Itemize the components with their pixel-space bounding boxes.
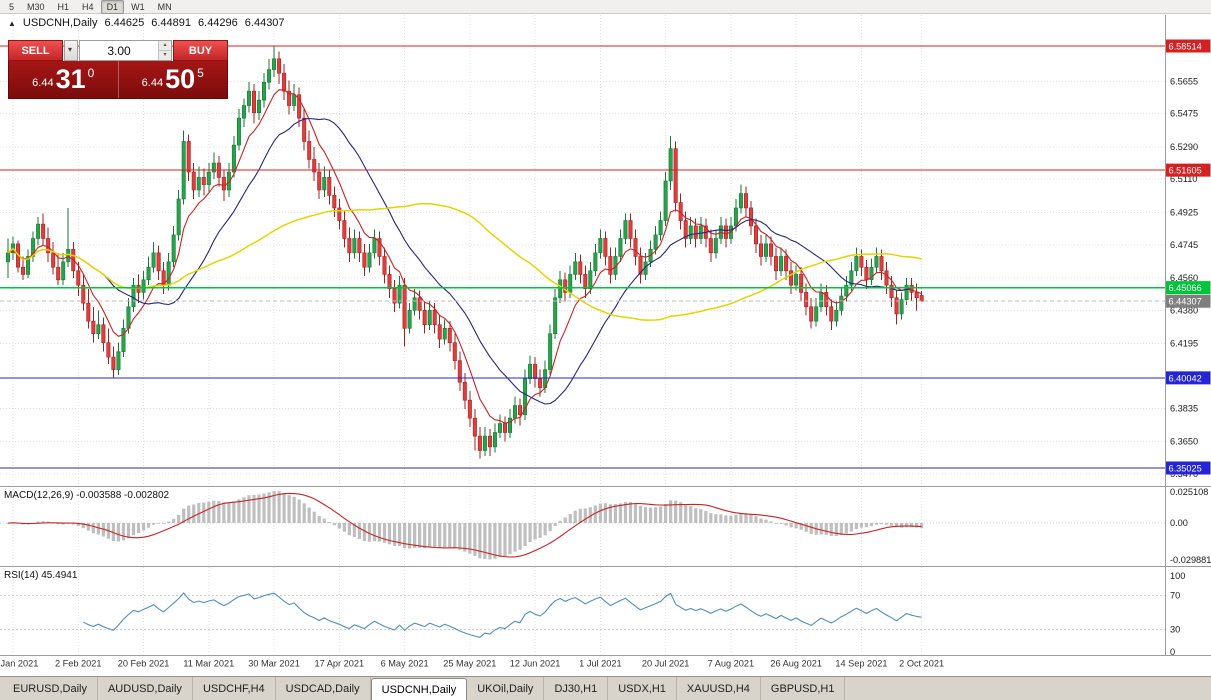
- svg-text:6.44307: 6.44307: [1169, 297, 1202, 307]
- timeframe-button-mn[interactable]: MN: [157, 1, 172, 12]
- chart-tab-eurusd-daily[interactable]: EURUSD,Daily: [3, 677, 98, 700]
- volume-stepper: [158, 41, 171, 60]
- svg-text:6.5655: 6.5655: [1170, 76, 1198, 86]
- svg-text:6.58514: 6.58514: [1169, 42, 1202, 52]
- buy-price-pips: 50: [165, 64, 196, 94]
- chart-tab-usdchf-h4[interactable]: USDCHF,H4: [193, 677, 276, 700]
- chart-tab-gbpusd-h1[interactable]: GBPUSD,H1: [761, 677, 846, 700]
- svg-text:6.3835: 6.3835: [1170, 403, 1198, 413]
- svg-text:14 Sep 2021: 14 Sep 2021: [835, 659, 887, 669]
- svg-text:6.5290: 6.5290: [1170, 142, 1198, 152]
- sell-options-dropdown[interactable]: [64, 40, 78, 61]
- svg-text:6.5110: 6.5110: [1170, 174, 1197, 184]
- collapse-triangle-icon: [8, 17, 16, 29]
- svg-text:1 Jul 2021: 1 Jul 2021: [579, 659, 621, 669]
- bid-ask-price-panel: 6.44 31 0 6.44 50 5: [8, 61, 228, 99]
- volume-increment-button[interactable]: [159, 41, 171, 51]
- svg-text:6.4195: 6.4195: [1170, 339, 1198, 349]
- svg-text:11 Mar 2021: 11 Mar 2021: [183, 659, 234, 669]
- svg-text:0.00: 0.00: [1170, 518, 1188, 528]
- sell-price-point: 0: [87, 66, 95, 80]
- svg-text:0: 0: [1170, 647, 1175, 657]
- rsi-indicator-label: RSI(14) 45.4941: [4, 570, 78, 581]
- svg-text:6.4560: 6.4560: [1170, 273, 1198, 283]
- volume-value: 3.00: [107, 43, 131, 58]
- buy-button[interactable]: BUY: [173, 40, 228, 61]
- svg-text:26 Aug 2021: 26 Aug 2021: [770, 659, 822, 669]
- sell-price-pips: 31: [55, 64, 86, 94]
- rsi-pane: [0, 592, 1165, 638]
- svg-text:6.35025: 6.35025: [1169, 464, 1202, 474]
- svg-text:20 Jul 2021: 20 Jul 2021: [642, 659, 690, 669]
- candlestick-chart-canvas[interactable]: 6.5655 6.5475 6.5290 6.5110 6.4925 6.4745 6.45…: [0, 0, 1211, 676]
- chart-tab-xauusd-h4[interactable]: XAUUSD,H4: [677, 677, 761, 700]
- buy-price-prefix: 6.44: [141, 76, 164, 89]
- volume-field[interactable]: 3.00: [79, 40, 172, 61]
- svg-text:100: 100: [1170, 571, 1185, 581]
- svg-text:17 Apr 2021: 17 Apr 2021: [315, 659, 365, 669]
- svg-text:6.4380: 6.4380: [1170, 305, 1198, 315]
- svg-text:30 Mar 2021: 30 Mar 2021: [248, 659, 300, 669]
- date-axis: 14 Jan 2021 2 Feb 2021 20 Feb 2021 11 Mar 2…: [0, 659, 944, 669]
- svg-text:6.3650: 6.3650: [1170, 437, 1198, 447]
- svg-text:6.51605: 6.51605: [1169, 166, 1202, 176]
- svg-text:2 Oct 2021: 2 Oct 2021: [899, 659, 944, 669]
- svg-text:12 Jun 2021: 12 Jun 2021: [510, 659, 561, 669]
- timeframe-toolbar: 5 M30 H1 H4 D1 W1 MN: [0, 0, 1211, 14]
- svg-text:7 Aug 2021: 7 Aug 2021: [708, 659, 755, 669]
- timeframe-button-h1[interactable]: H1: [57, 1, 70, 12]
- svg-text:2 Feb 2021: 2 Feb 2021: [55, 659, 102, 669]
- timeframe-button-h4[interactable]: H4: [82, 1, 94, 12]
- svg-text:14 Jan 2021: 14 Jan 2021: [0, 659, 38, 669]
- sell-price-display[interactable]: 6.44 31 0: [9, 61, 118, 98]
- svg-text:30: 30: [1170, 625, 1180, 635]
- svg-text:25 May 2021: 25 May 2021: [443, 659, 496, 669]
- chart-tab-usdcad-daily[interactable]: USDCAD,Daily: [276, 677, 371, 700]
- ohlc-open: 6.44625: [104, 17, 145, 29]
- svg-text:0.025108: 0.025108: [1170, 487, 1208, 497]
- svg-text:-0.029881: -0.029881: [1170, 555, 1211, 565]
- buy-price-point: 5: [197, 66, 204, 80]
- grid-layer: [0, 15, 1165, 654]
- timeframe-button-w1[interactable]: W1: [131, 1, 145, 12]
- sell-price-prefix: 6.44: [32, 76, 54, 89]
- svg-text:6.5475: 6.5475: [1170, 109, 1198, 119]
- chart-ohlc-header: USDCNH,Daily 6.44625 6.44891 6.44296 6.4…: [8, 17, 285, 29]
- timeframe-button-d1[interactable]: D1: [100, 0, 125, 14]
- macd-indicator-label: MACD(12,26,9) -0.003588 -0.002802: [4, 490, 170, 501]
- axis-layer: 6.5655 6.5475 6.5290 6.5110 6.4925 6.4745 6.45…: [0, 15, 1211, 657]
- svg-text:20 Feb 2021: 20 Feb 2021: [118, 659, 170, 669]
- svg-text:6.45066: 6.45066: [1169, 283, 1202, 293]
- chart-symbol-label: USDCNH,Daily: [22, 17, 98, 29]
- chart-tab-ukoil-daily[interactable]: UKOil,Daily: [467, 677, 545, 700]
- chart-tab-usdx-h1[interactable]: USDX,H1: [608, 677, 677, 700]
- macd-pane: [0, 491, 1165, 560]
- chart-tab-bar: EURUSD,Daily AUDUSD,Daily USDCHF,H4 USDCAD,…: [0, 676, 1211, 700]
- ohlc-low: 6.44296: [198, 17, 238, 29]
- chart-tab-dj30-h1[interactable]: DJ30,H1: [544, 677, 609, 700]
- sell-button[interactable]: SELL: [8, 40, 63, 61]
- timeframe-button-m30[interactable]: M30: [27, 1, 45, 12]
- svg-text:6.4745: 6.4745: [1170, 240, 1198, 250]
- volume-decrement-button[interactable]: [159, 51, 171, 60]
- chart-tab-usdcnh-daily[interactable]: USDCNH,Daily: [370, 678, 468, 700]
- timeframe-button-5[interactable]: 5: [9, 1, 15, 12]
- buy-price-display[interactable]: 6.44 50 5: [117, 61, 228, 98]
- svg-text:6.40042: 6.40042: [1169, 373, 1202, 383]
- ohlc-close: 6.44307: [244, 17, 285, 29]
- chart-tab-audusd-daily[interactable]: AUDUSD,Daily: [98, 677, 193, 700]
- svg-text:70: 70: [1170, 591, 1180, 601]
- ohlc-high: 6.44891: [151, 17, 192, 29]
- svg-text:6 May 2021: 6 May 2021: [381, 659, 429, 669]
- svg-text:6.4925: 6.4925: [1170, 207, 1198, 217]
